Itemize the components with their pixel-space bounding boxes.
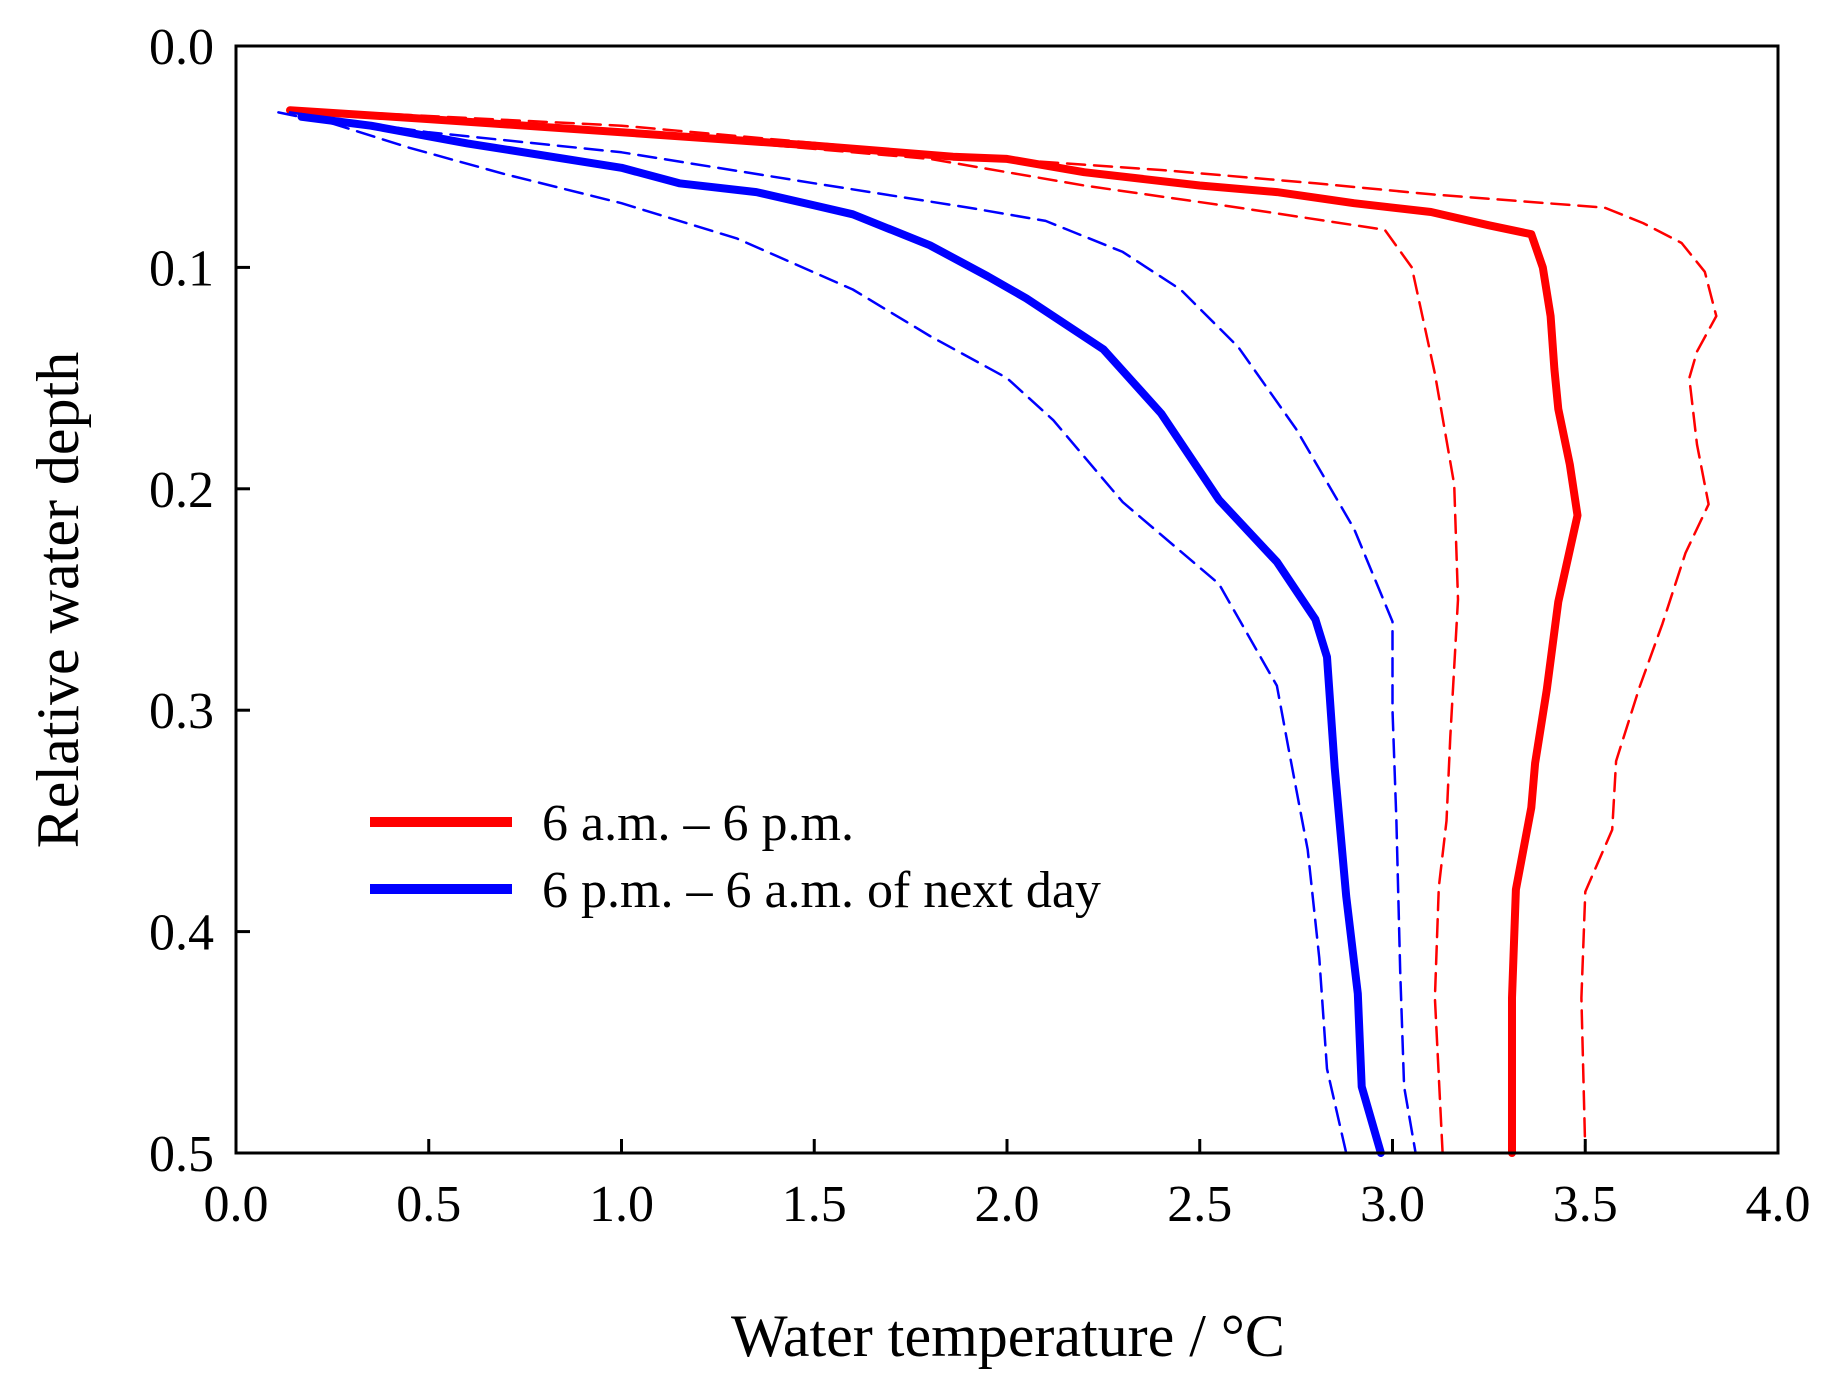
series-line-6-p-m-6-a-m-of-next-day-lower-bound bbox=[277, 111, 1348, 1155]
x-tick-label: 2.5 bbox=[1167, 1176, 1232, 1233]
axes-layer: 0.0 0.5 1.0 1.5 2.0 2.5 3.0 3.5 4.00.00.10.20.30… bbox=[149, 19, 1811, 1233]
y-tick-label: 0.4 bbox=[149, 905, 214, 962]
legend: 6 a.m. – 6 p.m. 6 p.m. – 6 a.m. of next … bbox=[370, 795, 1101, 919]
series-line-6-a-m-6-p-m-lower-bound bbox=[311, 111, 1460, 1155]
y-tick-label: 0.2 bbox=[149, 462, 214, 519]
series-line-6-a-m-6-p-m-upper-bound bbox=[311, 108, 1718, 1155]
x-tick-label: 1.5 bbox=[782, 1176, 847, 1233]
series-layer bbox=[277, 106, 1718, 1157]
x-tick-label: 1.0 bbox=[589, 1176, 654, 1233]
y-axis-title: Relative water depth bbox=[25, 352, 91, 848]
series-line-6-a-m-6-p-m bbox=[286, 106, 1582, 1157]
y-tick-label: 0.3 bbox=[149, 683, 214, 740]
x-tick-label: 2.0 bbox=[975, 1176, 1040, 1233]
legend-label-day: 6 a.m. – 6 p.m. bbox=[542, 795, 854, 852]
x-tick-label: 4.0 bbox=[1746, 1176, 1811, 1233]
series-line-6-p-m-6-a-m-of-next-day-upper-bound bbox=[288, 111, 1417, 1155]
series-line-6-p-m-6-a-m-of-next-day bbox=[297, 112, 1385, 1157]
x-tick-label: 3.0 bbox=[1360, 1176, 1425, 1233]
x-axis-title: Water temperature / °C bbox=[731, 1303, 1285, 1369]
x-tick-label: 3.5 bbox=[1553, 1176, 1618, 1233]
legend-label-night: 6 p.m. – 6 a.m. of next day bbox=[542, 862, 1101, 919]
plot-area-frame bbox=[234, 44, 1780, 1155]
x-tick-label: 0.0 bbox=[204, 1176, 269, 1233]
y-tick-label: 0.1 bbox=[149, 240, 214, 297]
y-tick-label: 0.0 bbox=[149, 19, 214, 76]
y-tick-label: 0.5 bbox=[149, 1126, 214, 1183]
x-tick-label: 0.5 bbox=[396, 1176, 461, 1233]
